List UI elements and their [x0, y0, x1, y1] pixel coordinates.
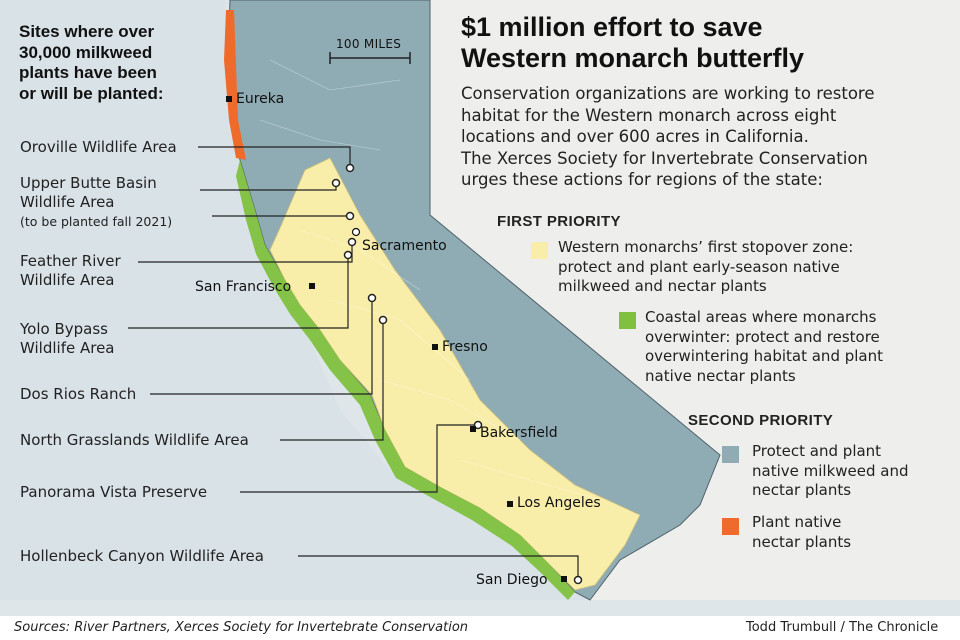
city-label-fresno: Fresno	[442, 339, 488, 355]
site-label-line: Feather River	[20, 252, 121, 270]
city-marker	[561, 576, 567, 582]
legend-line: protect and plant early-season native	[558, 257, 840, 276]
city-label-los-angeles: Los Angeles	[517, 495, 601, 511]
site-marker	[331, 178, 341, 188]
legend-text-nectar: Plant native nectar plants	[752, 513, 851, 552]
site-label-panorama: Panorama Vista Preserve	[20, 483, 208, 501]
city-marker	[507, 501, 513, 507]
footer-bar	[0, 616, 960, 640]
site-label-line: Wildlife Area	[20, 339, 115, 357]
site-marker	[473, 420, 483, 430]
legend-line: nectar plants	[752, 532, 852, 551]
site-label-hollenbeck: Hollenbeck Canyon Wildlife Area	[20, 547, 264, 565]
site-label-upper-butte: Upper Butte Basin Wildlife Area (to be p…	[20, 174, 172, 231]
sites-heading: Sites where over 30,000 milkweed plants …	[19, 22, 164, 104]
site-label-line: Upper Butte Basin	[20, 174, 157, 192]
city-marker	[309, 283, 315, 289]
legend-line: nectar plants	[752, 481, 852, 499]
site-note: (to be planted fall 2021)	[20, 214, 173, 229]
site-marker	[367, 293, 377, 303]
legend-swatch-coastal	[619, 312, 636, 329]
site-label-feather-river: Feather River Wildlife Area	[20, 252, 121, 290]
city-marker	[226, 96, 232, 102]
site-label-north-grasslands: North Grasslands Wildlife Area	[20, 431, 249, 449]
site-marker	[345, 163, 355, 173]
first-priority-heading: FIRST PRIORITY	[497, 213, 621, 230]
site-marker	[343, 250, 353, 260]
scale-bar	[329, 52, 411, 64]
site-label-dos-rios: Dos Rios Ranch	[20, 385, 137, 403]
site-label-line: Wildlife Area	[20, 193, 115, 211]
site-marker	[573, 575, 583, 585]
intro-text: Conservation organizations are working t…	[461, 83, 875, 191]
legend-swatch-nectar	[722, 518, 739, 535]
legend-text-coastal: Coastal areas where monarchs overwinter:…	[645, 308, 883, 386]
legend-line: Coastal areas where monarchs	[645, 308, 877, 326]
headline: $1 million effort to save Western monarc…	[461, 12, 804, 74]
legend-line: native milkweed and	[752, 461, 909, 480]
capital-marker	[351, 227, 361, 237]
second-priority-heading: SECOND PRIORITY	[688, 412, 834, 429]
sites-heading-line: plants have been	[19, 63, 157, 82]
site-label-line: Wildlife Area	[20, 271, 115, 289]
intro-line: habitat for the Western monarch across e…	[461, 105, 837, 125]
city-marker	[470, 426, 476, 432]
site-label-oroville: Oroville Wildlife Area	[20, 138, 177, 156]
city-label-bakersfield: Bakersfield	[480, 425, 558, 441]
site-marker	[378, 315, 388, 325]
legend-line: overwinter: protect and restore	[645, 327, 880, 346]
sites-heading-line: or will be planted:	[19, 83, 164, 103]
legend-line: milkweed and nectar plants	[558, 277, 767, 295]
site-marker	[347, 237, 357, 247]
sites-heading-line: Sites where over	[19, 22, 155, 41]
intro-line: urges these actions for regions of the s…	[461, 170, 823, 189]
intro-line: The Xerces Society for Invertebrate Cons…	[461, 148, 868, 168]
headline-line: $1 million effort to save	[461, 12, 763, 42]
legend-line: Plant native	[752, 513, 842, 531]
legend-line: Protect and plant	[752, 442, 882, 460]
city-label-eureka: Eureka	[236, 91, 285, 107]
legend-swatch-milkweed	[722, 446, 739, 463]
intro-line: Conservation organizations are working t…	[461, 84, 875, 103]
legend-line: native nectar plants	[645, 366, 796, 385]
scale-label: 100 MILES	[336, 37, 402, 51]
city-label-sacramento: Sacramento	[362, 238, 447, 254]
city-label-san-francisco: San Francisco	[195, 279, 292, 295]
legend-swatch-stopover	[531, 242, 548, 259]
site-marker	[345, 211, 355, 221]
city-label-san-diego: San Diego	[476, 572, 548, 588]
sites-heading-line: 30,000 milkweed	[19, 42, 153, 62]
intro-line: locations and over 600 acres in Californ…	[461, 127, 809, 146]
legend-text-milkweed: Protect and plant native milkweed and ne…	[752, 442, 909, 501]
legend-line: Western monarchs’ first stopover zone:	[558, 238, 854, 256]
headline-line: Western monarch butterfly	[461, 43, 805, 73]
credit-text: Todd Trumbull / The Chronicle	[746, 620, 939, 635]
site-label-line: Yolo Bypass	[20, 320, 108, 338]
legend-text-stopover: Western monarchs’ first stopover zone: p…	[558, 238, 853, 297]
north-coast-zone	[224, 10, 246, 160]
site-label-yolo-bypass: Yolo Bypass Wildlife Area	[20, 320, 115, 358]
city-marker	[432, 344, 438, 350]
sources-text: Sources: River Partners, Xerces Society …	[14, 620, 469, 635]
legend-line: overwintering habitat and plant	[645, 347, 884, 365]
